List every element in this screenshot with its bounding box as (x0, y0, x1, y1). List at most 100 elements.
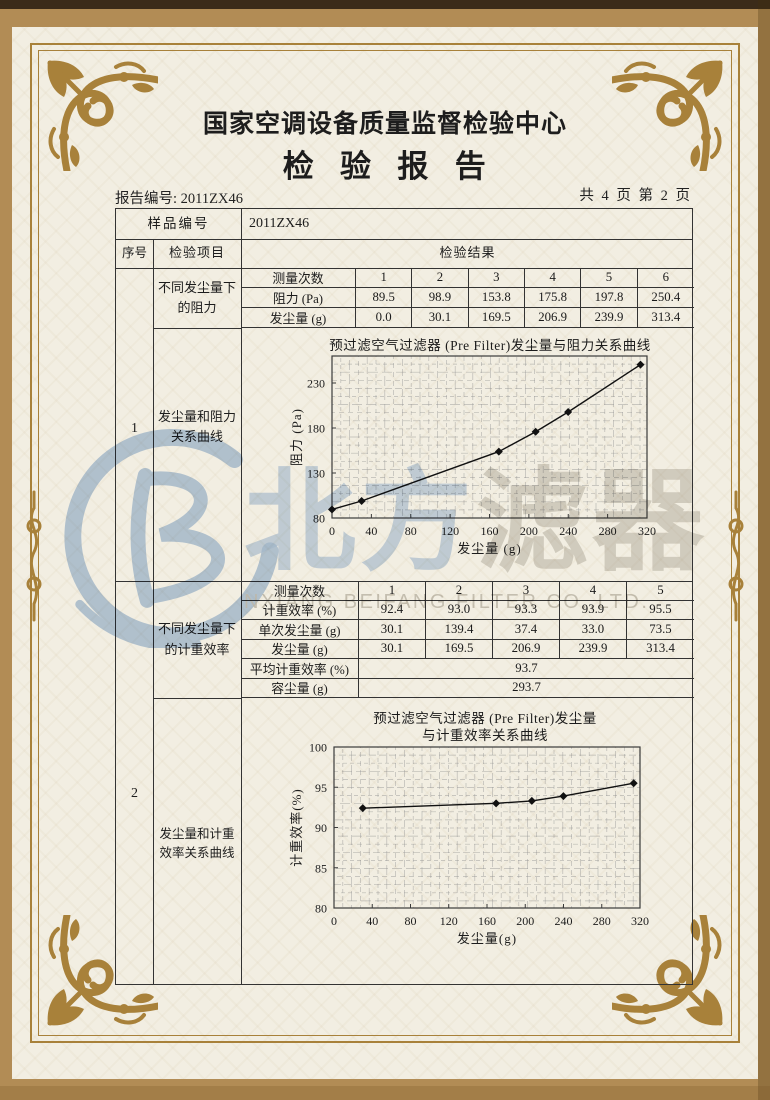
svg-text:0: 0 (331, 914, 337, 928)
svg-text:320: 320 (638, 524, 656, 538)
dust-capacity-value: 293.7 (359, 679, 694, 698)
data-point-marker (636, 360, 645, 369)
scan-edge-top (0, 0, 770, 9)
col-header-seq: 序号 (121, 245, 147, 260)
svg-text:80: 80 (405, 914, 417, 928)
table-cell: 5 (581, 268, 638, 288)
data-point-marker (531, 427, 540, 436)
table-cell: 3 (493, 581, 560, 601)
table-cell: 2 (412, 268, 469, 288)
table-cell: 93.9 (560, 600, 627, 620)
table-cell: 33.0 (560, 620, 627, 640)
svg-text:130: 130 (307, 467, 325, 481)
svg-text:40: 40 (366, 914, 378, 928)
svg-text:0: 0 (329, 524, 335, 538)
table-cell: 175.8 (524, 288, 582, 308)
table-cell: 197.8 (581, 288, 638, 308)
data-point-marker (357, 496, 366, 505)
report-number-label: 报告编号: (115, 191, 178, 207)
row-label: 计重效率 (%) (241, 600, 359, 620)
svg-text:发尘量(g): 发尘量(g) (457, 931, 517, 946)
svg-text:95: 95 (315, 781, 327, 795)
table-cell: 239.9 (560, 639, 627, 659)
table-cell: 239.9 (581, 308, 638, 328)
table-cell: 206.9 (493, 639, 560, 659)
table-divider (153, 698, 241, 699)
data-point-marker (358, 804, 367, 813)
table-cell: 6 (637, 268, 694, 288)
avg-efficiency-value: 93.7 (359, 659, 694, 679)
table-cell: 5 (627, 581, 694, 601)
svg-text:240: 240 (555, 914, 573, 928)
row-label: 阻力 (Pa) (241, 288, 356, 308)
frame-corner-ornament (20, 33, 162, 175)
svg-text:85: 85 (315, 861, 327, 875)
data-point-marker (564, 407, 573, 416)
efficiency-chart-title-line2: 与计重效率关系曲线 (422, 728, 548, 743)
table-cell: 206.9 (524, 308, 582, 328)
section1-seq: 1 (131, 421, 138, 437)
row-label: 单次发尘量 (g) (241, 620, 359, 640)
table-cell: 1 (356, 268, 413, 288)
table-cell: 2 (426, 581, 493, 601)
svg-text:160: 160 (481, 524, 499, 538)
svg-text:40: 40 (365, 524, 377, 538)
data-point-marker (559, 792, 568, 801)
table-cell: 250.4 (637, 288, 694, 308)
efficiency-chart-title-line1: 预过滤空气过滤器 (Pre Filter)发尘量 (373, 711, 597, 726)
svg-text:80: 80 (313, 512, 325, 526)
data-point-marker (328, 505, 336, 514)
table-divider (153, 239, 154, 984)
svg-text:80: 80 (405, 524, 417, 538)
page-background (12, 27, 758, 1079)
table-cell: 313.4 (627, 640, 694, 659)
section2-seq: 2 (131, 786, 138, 802)
svg-text:200: 200 (520, 524, 538, 538)
section1-item-curve: 发尘量和阻力关系曲线 (157, 408, 236, 444)
results-table: 样品编号 2011ZX46 序号 检验项目 检验结果 1 不同发尘量下的阻力 发… (115, 208, 694, 985)
row-label: 测量次数 (241, 581, 359, 601)
gold-frame-inner (38, 50, 732, 1036)
frame-edge-ornament (725, 490, 747, 622)
svg-text:80: 80 (315, 902, 327, 916)
table-cell: 30.1 (359, 620, 426, 640)
frame-corner-ornament (608, 33, 750, 175)
row-label: 测量次数 (241, 268, 356, 288)
data-point-marker (492, 799, 501, 808)
table-cell: 169.5 (426, 639, 493, 659)
resistance-chart-title: 预过滤空气过滤器 (Pre Filter)发尘量与阻力关系曲线 (329, 338, 651, 353)
table-cell: 93.0 (426, 600, 493, 620)
row-label: 平均计重效率 (%) (241, 659, 359, 679)
table-cell: 4 (560, 581, 627, 601)
data-point-marker (629, 779, 638, 788)
table-cell: 313.4 (637, 308, 694, 328)
svg-text:320: 320 (631, 914, 649, 928)
data-point-marker (494, 447, 503, 456)
section2-item-efficiency: 不同发尘量下的计重效率 (157, 621, 236, 657)
sample-no-label: 样品编号 (147, 215, 210, 231)
svg-text:280: 280 (599, 524, 617, 538)
table-cell: 153.8 (468, 288, 525, 308)
frame-corner-ornament (608, 911, 750, 1053)
table-divider (153, 328, 241, 329)
table-cell: 30.1 (412, 308, 469, 328)
col-header-result: 检验结果 (439, 245, 496, 261)
page-indicator: 共 4 页 第 2 页 (579, 188, 692, 204)
frame-edge-ornament (23, 490, 45, 622)
gold-frame-outer (30, 43, 740, 1043)
frame-corner-ornament (20, 911, 162, 1053)
svg-text:100: 100 (309, 742, 327, 755)
table-divider (116, 268, 692, 269)
table-cell: 3 (468, 268, 525, 288)
data-point-marker (527, 796, 536, 805)
report-number: 报告编号: 2011ZX46 (115, 187, 243, 208)
col-header-item: 检验项目 (168, 245, 225, 261)
svg-text:发尘量 (g): 发尘量 (g) (457, 541, 521, 556)
table-cell: 73.5 (627, 620, 694, 640)
table-cell: 0.0 (356, 308, 413, 328)
scan-edge-right (758, 0, 770, 1100)
section2-item-curve: 发尘量和计重效率关系曲线 (159, 826, 235, 860)
table-cell: 95.5 (627, 601, 694, 620)
report-number-value: 2011ZX46 (180, 191, 243, 207)
